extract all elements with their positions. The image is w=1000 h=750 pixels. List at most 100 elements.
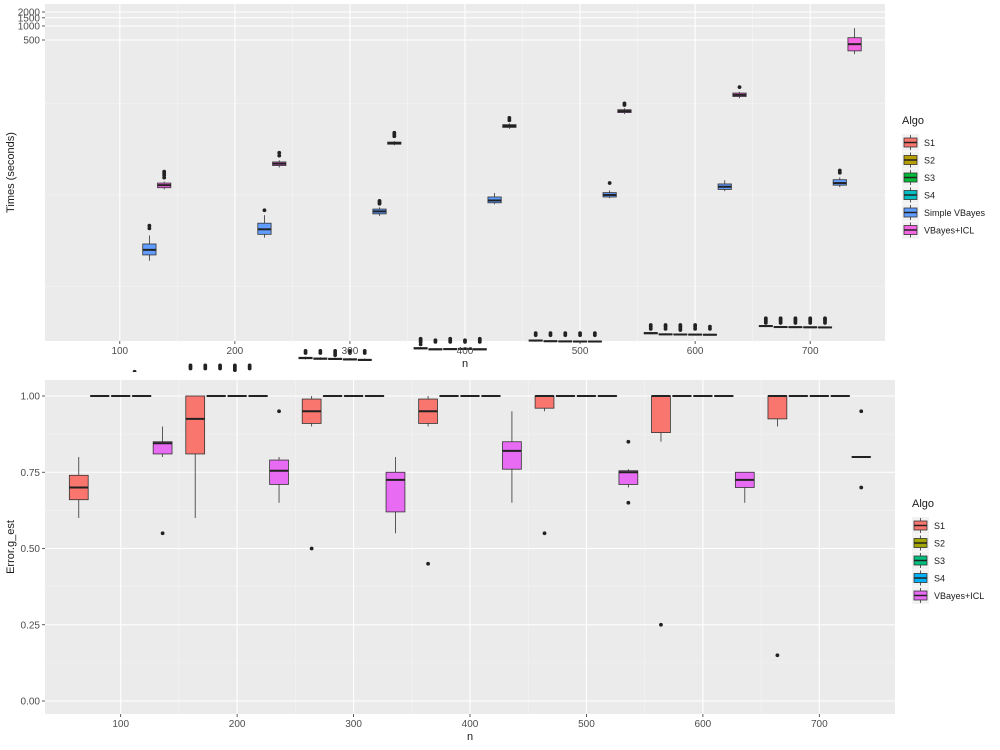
box-body xyxy=(385,471,406,513)
outlier-point xyxy=(132,369,137,372)
outlier-point xyxy=(147,226,152,231)
outlier-point xyxy=(218,363,222,368)
box-700-simple-vbayes xyxy=(832,168,847,188)
box-body xyxy=(767,395,788,420)
legend: Algo S1 S2 S3 S4 Simple VBayes VBayes+ICL xyxy=(902,115,986,239)
outlier-point xyxy=(333,348,338,353)
box-body xyxy=(651,395,671,433)
outlier-point xyxy=(737,85,742,90)
box-300-s3 xyxy=(328,348,343,360)
outlier-point xyxy=(548,331,553,336)
box-500-vbayes-icl xyxy=(617,101,632,115)
x-axis-title: n xyxy=(467,731,473,743)
box-body xyxy=(502,441,522,470)
y-tick-label: 0.25 xyxy=(21,620,41,631)
outlier-point xyxy=(303,348,308,353)
box-300-s1 xyxy=(301,396,322,551)
box-400-s4 xyxy=(457,338,473,350)
box-500-s1 xyxy=(534,395,555,536)
box-200-s4 xyxy=(232,363,237,372)
outlier-point xyxy=(433,338,438,343)
outlier-point xyxy=(262,208,267,213)
legend: Algo S1 S2 S3 S4 VBayes+ICL xyxy=(912,498,984,604)
box-500-s3 xyxy=(558,331,573,343)
legend-label: S2 xyxy=(924,156,935,166)
box-400-vbayes-icl xyxy=(502,411,522,503)
outlier-point xyxy=(507,115,512,120)
outlier-point xyxy=(859,485,864,490)
box-300-s4 xyxy=(342,348,357,361)
box-400-vbayes-icl xyxy=(502,115,517,129)
legend-item: Simple VBayes xyxy=(902,204,986,221)
outlier-point xyxy=(203,363,208,368)
outlier-point xyxy=(563,331,568,336)
legend-item: VBayes+ICL xyxy=(912,587,984,604)
box-600-s2 xyxy=(658,323,673,336)
box-200-vbayes-icl xyxy=(272,150,287,168)
box-700-s4 xyxy=(803,316,818,329)
x-tick-label: 300 xyxy=(345,719,362,730)
box-100-s4b xyxy=(132,369,137,372)
x-tick-label: 200 xyxy=(229,719,246,730)
x-tick-label: 500 xyxy=(572,346,589,357)
outlier-point xyxy=(318,348,323,353)
box-600-s4 xyxy=(688,323,703,336)
outlier-point xyxy=(775,653,780,658)
outlier-point xyxy=(418,336,423,341)
outlier-point xyxy=(277,409,281,414)
y-axis-title: Times (seconds) xyxy=(5,132,17,213)
box-600-s1 xyxy=(651,395,671,627)
x-tick-label: 700 xyxy=(811,719,828,730)
box-500-vbayes-icl xyxy=(618,439,639,505)
y-tick-label: 2000 xyxy=(18,8,41,19)
box-700-s4b xyxy=(817,316,833,329)
x-tick-label: 300 xyxy=(342,346,359,357)
x-tick-label: 200 xyxy=(227,346,244,357)
box-300-simple-vbayes xyxy=(372,199,387,216)
box-200-s4b xyxy=(247,363,252,371)
box-400-simple-vbayes xyxy=(487,193,502,205)
box-700-s2 xyxy=(773,316,788,329)
legend-item: S4 xyxy=(912,569,945,587)
box-400-s1 xyxy=(413,336,428,350)
legend-label: S3 xyxy=(934,556,945,566)
box-300-s4b xyxy=(357,348,372,362)
legend-label: S1 xyxy=(924,138,935,148)
box-300-s1 xyxy=(298,348,313,360)
box-400-s3 xyxy=(443,336,458,351)
outlier-point xyxy=(837,168,842,173)
outlier-point xyxy=(188,363,193,368)
outlier-point xyxy=(823,316,827,321)
x-tick-label: 400 xyxy=(457,346,474,357)
outlier-point xyxy=(663,323,668,327)
box-400-s2 xyxy=(428,338,443,351)
outlier-point xyxy=(160,531,165,536)
legend-item: S1 xyxy=(912,517,945,534)
y-tick-label: 500 xyxy=(23,36,40,47)
outlier-point xyxy=(477,336,482,341)
y-axis-title: Error.g_est xyxy=(5,520,17,574)
box-body xyxy=(152,441,173,455)
box-700-s1 xyxy=(758,316,773,328)
box-body xyxy=(618,470,639,485)
y-tick-label: 0.50 xyxy=(21,544,41,555)
outlier-point xyxy=(448,336,453,341)
legend-label: Simple VBayes xyxy=(924,208,986,218)
legend-item: S2 xyxy=(902,151,935,169)
y-tick-label: 1000 xyxy=(18,22,41,33)
legend-label: VBayes+ICL xyxy=(924,226,974,236)
legend-label: S1 xyxy=(934,521,945,531)
legend-label: S2 xyxy=(934,539,945,549)
y-tick-label: 1500 xyxy=(18,13,41,24)
outlier-point xyxy=(578,331,582,336)
legend-item: S1 xyxy=(902,134,935,151)
box-500-s4b xyxy=(587,331,602,343)
x-tick-label: 500 xyxy=(578,719,595,730)
outlier-point xyxy=(277,150,282,155)
outlier-point xyxy=(426,561,430,566)
box-500-s1 xyxy=(528,331,543,342)
outlier-point xyxy=(463,338,467,343)
x-tick-label: 100 xyxy=(111,346,128,357)
y-tick-label: 0.75 xyxy=(21,468,41,479)
outlier-point xyxy=(678,323,683,327)
